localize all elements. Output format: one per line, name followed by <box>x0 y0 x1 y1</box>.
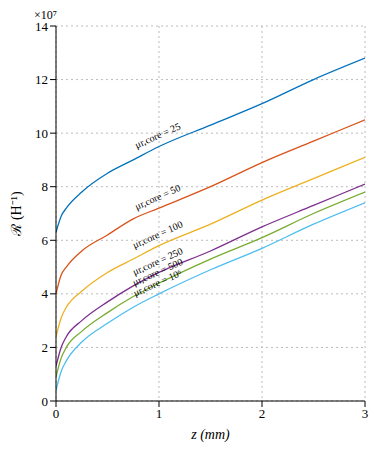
svg-text:3: 3 <box>362 406 369 421</box>
svg-text:14: 14 <box>35 19 49 34</box>
svg-text:2: 2 <box>259 406 266 421</box>
svg-text:1: 1 <box>156 406 163 421</box>
svg-text:μr,core = 100: μr,core = 100 <box>131 219 184 251</box>
svg-text:z (mm): z (mm) <box>190 427 230 443</box>
svg-text:μr,core = 500: μr,core = 500 <box>130 256 185 288</box>
svg-text:μr,core = 50: μr,core = 50 <box>133 182 182 212</box>
svg-text:8: 8 <box>42 179 49 194</box>
svg-text:10: 10 <box>35 126 48 141</box>
svg-text:0: 0 <box>53 406 60 421</box>
svg-text:4: 4 <box>42 286 49 301</box>
svg-text:2: 2 <box>42 340 49 355</box>
svg-text:μr,core = 250: μr,core = 250 <box>130 245 185 278</box>
svg-text:12: 12 <box>35 72 48 87</box>
svg-text:ℛ (H⁻¹): ℛ (H⁻¹) <box>9 191 25 236</box>
svg-text:6: 6 <box>42 233 49 248</box>
svg-text:μr,core = 10⁶: μr,core = 10⁶ <box>132 267 185 298</box>
svg-text:0: 0 <box>42 394 49 409</box>
html-text:×10⁷: ×10⁷ <box>34 8 57 22</box>
svg-text:μr,core = 25: μr,core = 25 <box>133 120 182 150</box>
